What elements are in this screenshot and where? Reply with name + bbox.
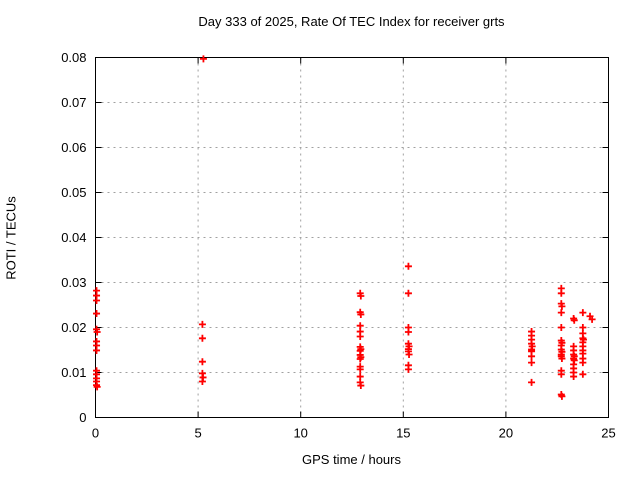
data-point-plus [93, 310, 101, 318]
data-point-plus [93, 383, 101, 391]
data-point-plus [93, 346, 101, 354]
data-point-plus [404, 262, 412, 270]
data-point-plus [570, 373, 578, 381]
data-point-plus [557, 289, 565, 297]
y-tick-label: 0.02 [61, 320, 86, 335]
x-tick-label: 25 [601, 426, 615, 441]
data-point-plus [356, 373, 364, 381]
data-point-plus [199, 55, 207, 63]
x-tick-label: 5 [194, 426, 201, 441]
y-tick-label: 0.06 [61, 140, 86, 155]
data-point-plus [198, 378, 206, 385]
data-point-plus [558, 355, 566, 363]
data-point-plus [558, 392, 566, 400]
data-point-plus [528, 359, 536, 367]
data-point-plus [198, 320, 206, 328]
data-point-plus [356, 322, 364, 330]
data-point-plus [198, 358, 206, 366]
data-point-plus [570, 316, 578, 324]
data-point-plus [404, 365, 412, 373]
y-tick-label: 0.01 [61, 365, 86, 380]
y-tick-label: 0.07 [61, 95, 86, 110]
data-point-plus [357, 382, 365, 390]
y-tick-label: 0.03 [61, 275, 86, 290]
data-point-plus [93, 328, 101, 336]
data-point-plus [356, 355, 364, 363]
x-tick-label: 15 [396, 426, 410, 441]
data-point-plus [557, 324, 565, 331]
data-point-plus [93, 297, 101, 304]
data-point-plus [579, 359, 587, 367]
data-point-plus [557, 370, 565, 378]
data-point-plus [579, 309, 587, 317]
data-point-plus [579, 370, 587, 378]
x-axis-label: GPS time / hours [302, 452, 401, 467]
y-tick-label: 0.05 [61, 185, 86, 200]
y-tick-label: 0.04 [61, 230, 86, 245]
data-point-plus [356, 333, 364, 340]
chart-title: Day 333 of 2025, Rate Of TEC Index for r… [198, 14, 505, 29]
data-point-plus [198, 334, 206, 342]
x-tick-label: 10 [293, 426, 307, 441]
data-point-plus [557, 309, 565, 317]
data-point-plus [404, 328, 412, 336]
data-point-plus [588, 315, 596, 323]
data-point-plus [528, 378, 536, 386]
data-point-plus [357, 310, 365, 318]
data-point-plus [357, 292, 365, 300]
x-tick-label: 20 [499, 426, 513, 441]
y-tick-label: 0.08 [61, 50, 86, 65]
data-point-plus [558, 302, 566, 310]
data-point-plus [528, 352, 536, 360]
data-point-plus [579, 324, 587, 331]
x-tick-label: 0 [92, 426, 99, 441]
data-point-plus [404, 289, 412, 297]
y-tick-label: 0 [79, 410, 86, 425]
data-point-plus [405, 351, 413, 358]
data-point-plus [356, 365, 364, 373]
